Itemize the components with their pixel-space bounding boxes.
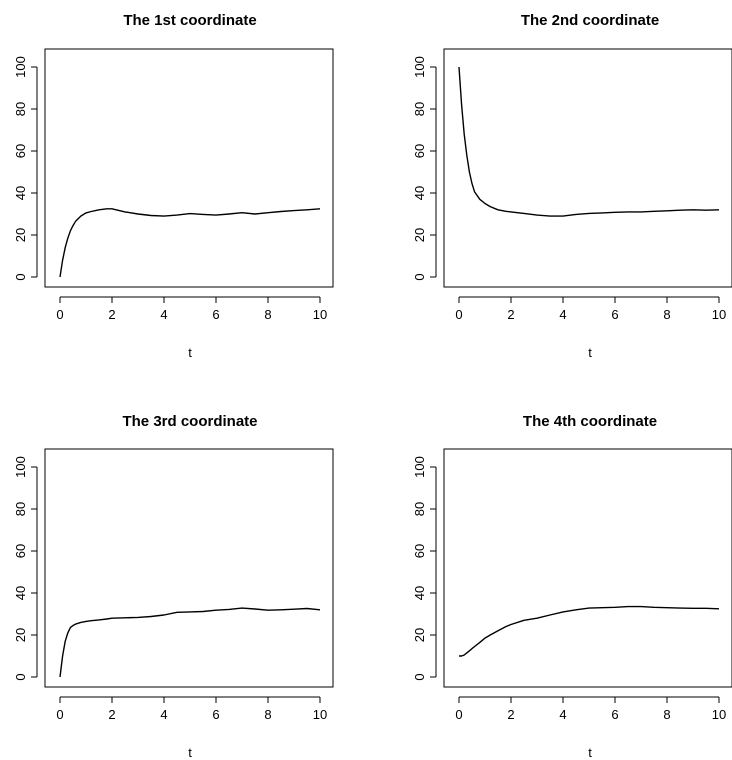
panel-1-x-tick-label: 6 [212,307,219,322]
panel-3-x-tick-label: 6 [212,707,219,722]
panel-3-x-tick-label: 8 [264,707,271,722]
panel-2-y-tick-label: 80 [412,102,427,116]
panel-3-y-tick-label: 100 [13,456,28,478]
panel-1-y-tick-label: 100 [13,56,28,78]
panel-4-series-line [459,605,720,657]
panel-2-x-tick-label: 2 [507,307,514,322]
panel-1-y-tick-label: 60 [13,144,28,158]
panel-3-y-tick-label: 80 [13,502,28,516]
panel-3-y-tick-label: 40 [13,586,28,600]
panel-1-y-tick-label: 80 [13,102,28,116]
panel-3-x-tick-label: 10 [313,707,327,722]
panel-1-x-axis-label: t [188,345,192,360]
panel-1-x-tick-label: 4 [160,307,167,322]
panel-3-plot-frame [44,448,334,688]
panel-4-plot-frame [443,448,732,688]
panel-4-x-tick-label: 4 [559,707,566,722]
panel-1-title: The 1st coordinate [123,12,256,29]
panel-4-x-tick-label: 10 [712,707,726,722]
panel-2-title: The 2nd coordinate [521,12,659,29]
panel-3-x-tick-label: 0 [56,707,63,722]
panel-1-y-tick-label: 0 [13,273,28,280]
panel-3-y-tick-label: 0 [13,673,28,680]
panel-2-x-tick-label: 4 [559,307,566,322]
panel-4-x-axis-label: t [588,745,592,760]
panel-2-y-tick-label: 100 [412,56,427,78]
panel-4-x-tick-label: 0 [455,707,462,722]
panel-1-x-tick-label: 0 [56,307,63,322]
panel-1-series-line [59,208,321,278]
panel-3-x-axis-label: t [188,745,192,760]
panel-2-y-tick-label: 40 [412,186,427,200]
panel-1-x-tick-label: 10 [313,307,327,322]
panel-4-y-tick-label: 40 [412,586,427,600]
panel-1-y-tick-label: 20 [13,228,28,242]
panel-1-y-tick-label: 40 [13,186,28,200]
panel-2-plot-frame [443,48,732,288]
panel-1-x-tick-label: 8 [264,307,271,322]
panel-2-y-tick-label: 20 [412,228,427,242]
panel-2-x-tick-label: 6 [611,307,618,322]
panel-3-y-tick-label: 20 [13,628,28,642]
panel-1-plot-frame [44,48,334,288]
panel-4-title: The 4th coordinate [523,413,657,430]
panel-3-x-tick-label: 2 [108,707,115,722]
panel-4-x-tick-label: 8 [663,707,670,722]
panel-4-x-tick-label: 2 [507,707,514,722]
panel-1-x-tick-label: 2 [108,307,115,322]
panel-2-series-line [458,66,720,217]
panel-4-x-tick-label: 6 [611,707,618,722]
panel-4-y-tick-label: 0 [412,673,427,680]
panel-2-y-tick-label: 60 [412,144,427,158]
panel-4-y-tick-label: 80 [412,502,427,516]
panel-4-y-tick-label: 20 [412,628,427,642]
panel-2-x-tick-label: 10 [712,307,726,322]
panel-3-x-tick-label: 4 [160,707,167,722]
panel-4-y-tick-label: 60 [412,544,427,558]
panel-2-x-tick-label: 0 [455,307,462,322]
panel-3-title: The 3rd coordinate [122,413,257,430]
panel-2-x-axis-label: t [588,345,592,360]
panel-3-series-line [59,607,321,678]
panel-3-y-tick-label: 60 [13,544,28,558]
panel-2-x-tick-label: 8 [663,307,670,322]
panel-2-y-tick-label: 0 [412,273,427,280]
panel-4-y-tick-label: 100 [412,456,427,478]
